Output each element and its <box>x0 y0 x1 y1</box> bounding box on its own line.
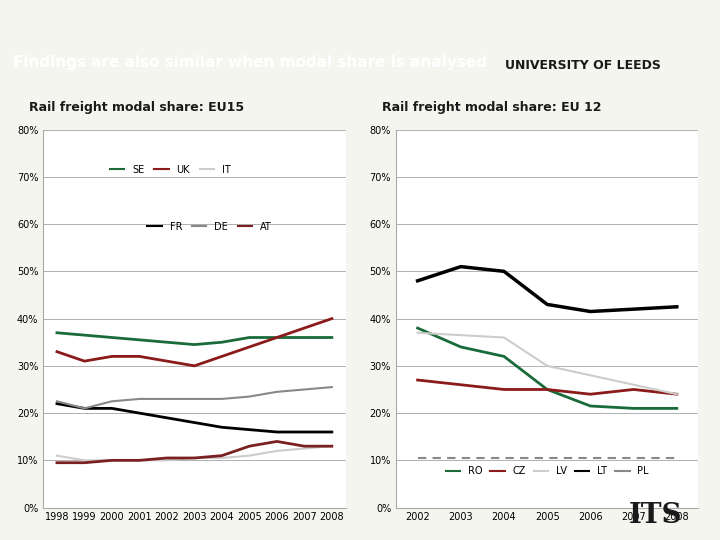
Text: Rail freight modal share: EU 12: Rail freight modal share: EU 12 <box>382 102 601 114</box>
Text: Rail freight modal share: EU15: Rail freight modal share: EU15 <box>29 102 244 114</box>
Text: UNIVERSITY OF LEEDS: UNIVERSITY OF LEEDS <box>505 59 661 72</box>
Legend: RO, CZ, LV, LT, PL: RO, CZ, LV, LT, PL <box>441 462 653 480</box>
Text: Findings are also similar when modal share is analysed: Findings are also similar when modal sha… <box>14 55 487 70</box>
Legend: FR, DE, AT: FR, DE, AT <box>143 218 276 235</box>
Text: ITS: ITS <box>629 502 682 529</box>
